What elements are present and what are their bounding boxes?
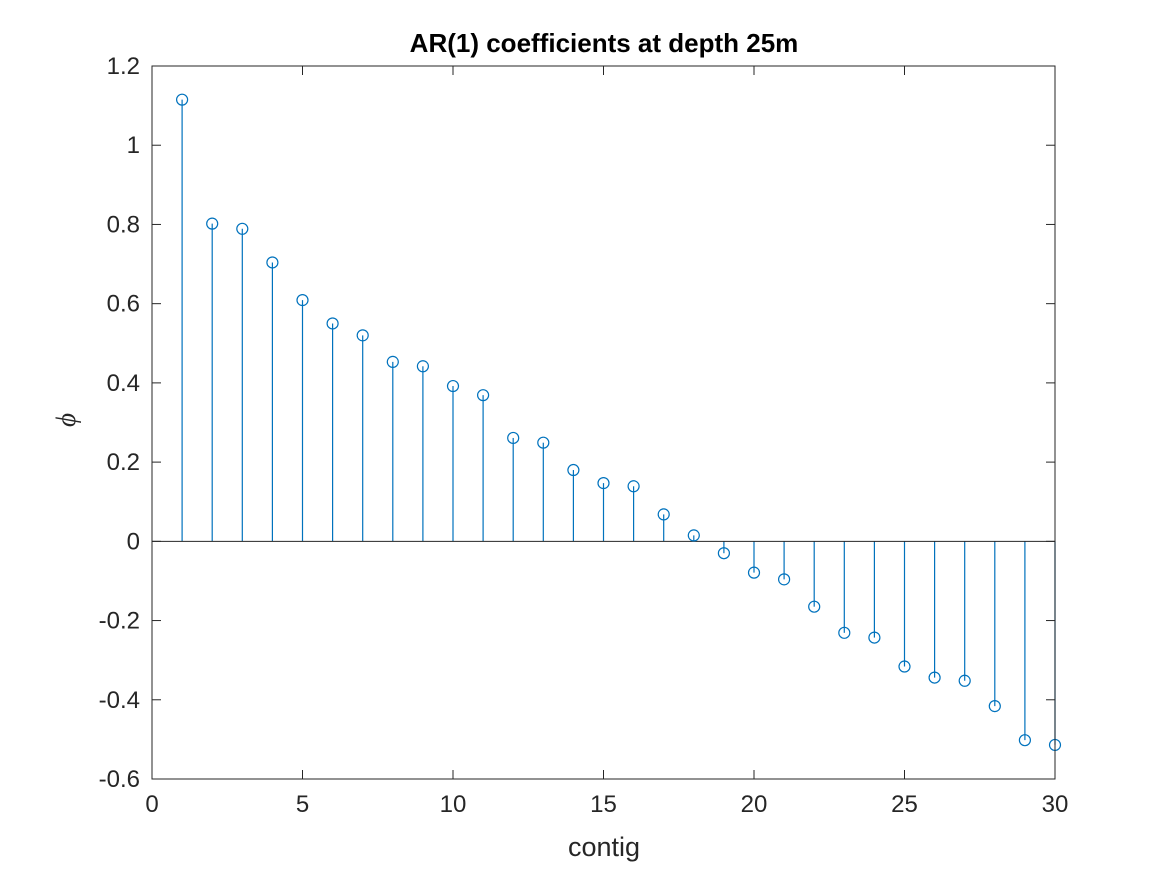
stem-marker [958,674,971,687]
stem-marker [597,477,610,490]
stem-marker [386,355,399,368]
y-tick-label: 0.8 [107,211,140,238]
x-axis-label: contig [568,832,640,862]
stem-marker [808,600,821,613]
stem-marker [477,389,490,402]
stem-marker [446,379,460,393]
y-tick-label: 0 [127,528,140,555]
x-tick-label: 25 [891,791,918,818]
x-tick-label: 5 [296,791,309,818]
y-tick-label: 1 [127,132,140,159]
x-tick-label: 0 [145,791,158,818]
stem-marker [627,480,640,493]
stem-marker [507,431,520,445]
chart-title: AR(1) coefficients at depth 25m [410,28,799,58]
stem-marker [266,256,279,269]
stem-marker [777,573,791,586]
y-tick-label: 0.4 [107,370,140,397]
y-tick-label: 0.2 [107,449,140,476]
x-tick-label: 15 [590,791,617,818]
stem-marker [236,222,249,235]
stem-marker [717,547,731,560]
stem-marker [296,294,309,307]
stem-marker [988,700,1001,713]
stem-marker [687,529,700,542]
stem-marker [176,93,189,106]
stem-marker [868,631,881,644]
stem-marker [928,671,941,684]
y-tick-label: -0.6 [99,766,140,793]
y-tick-label: 0.6 [107,291,140,318]
stem-marker [567,463,580,477]
y-tick-label: -0.2 [99,608,140,635]
x-tick-label: 20 [741,791,768,818]
y-tick-label: -0.4 [99,687,140,714]
stem-marker [537,436,550,449]
x-tick-label: 30 [1042,791,1069,818]
stem-marker [356,329,369,342]
y-axis-label: ϕ [51,413,81,427]
plot-background [152,66,1055,779]
y-ticks: -0.6 -0.4 -0.2 0 0.2 0.4 0.6 0.8 1 1.2 [99,53,1055,793]
stem-marker [898,660,911,673]
stem-marker [838,626,851,639]
stem-marker [206,217,219,230]
x-tick-label: 10 [440,791,467,818]
stem-marker [416,360,429,373]
plot-area [152,66,1055,779]
stem-marker [1018,734,1032,747]
stem-marker [326,317,339,330]
stems [152,99,1056,745]
markers [176,93,1062,752]
x-ticks: 0 5 10 15 20 25 30 [145,66,1068,818]
y-tick-label: 1.2 [107,53,140,80]
stem-marker [657,508,670,521]
stem-marker [747,566,761,579]
